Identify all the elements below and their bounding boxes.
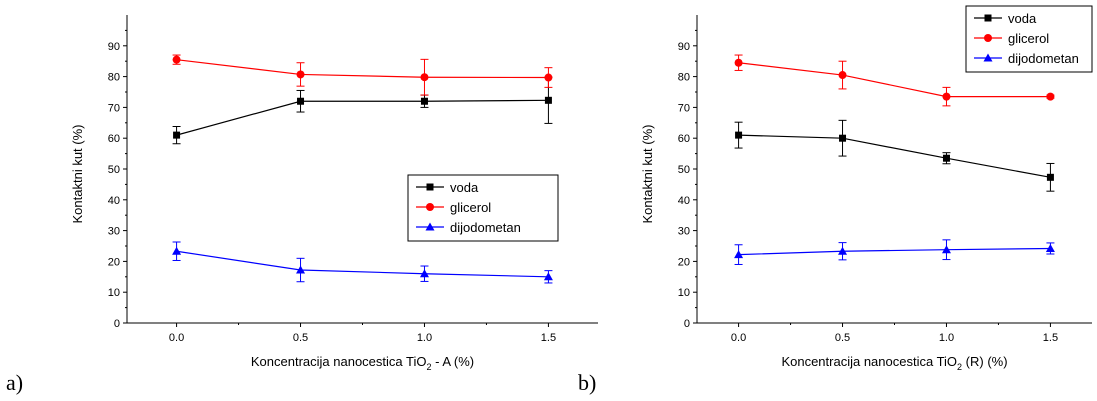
y-tick-label: 20: [108, 256, 120, 268]
series-voda: [734, 119, 1055, 192]
data-point-glicerol: [544, 73, 553, 82]
legend-label-voda: voda: [1008, 11, 1037, 26]
data-point-dijodometan: [941, 245, 951, 254]
y-tick-label: 50: [678, 164, 690, 176]
data-point-dijodometan: [296, 265, 306, 274]
y-axis-title: Kontaktni kut (%): [70, 125, 85, 224]
series-line-glicerol: [738, 62, 1051, 98]
y-tick-label: 40: [678, 195, 690, 207]
x-axis-title-suffix: - A (%): [432, 354, 475, 369]
data-point-voda: [839, 134, 847, 142]
legend-marker-dijodometan: [983, 53, 993, 62]
data-point-voda: [1046, 173, 1054, 181]
x-tick-label: 0.5: [835, 332, 850, 344]
y-tick-label: 60: [678, 133, 690, 145]
legend-marker-voda: [984, 14, 992, 22]
series-line-glicerol: [176, 59, 549, 79]
data-point-voda: [297, 97, 305, 105]
x-axis-title-subscript: 2: [957, 362, 962, 372]
x-tick-label: 1.0: [939, 332, 954, 344]
y-tick-label: 90: [678, 41, 690, 53]
data-point-dijodometan: [734, 250, 744, 259]
y-tick-label: 50: [108, 164, 120, 176]
series-dijodometan: [172, 241, 553, 284]
x-tick-label: 1.5: [1043, 332, 1058, 344]
x-tick-label: 0.0: [731, 332, 746, 344]
legend: voda glicerol dijodometan: [965, 5, 1093, 73]
x-tick-label: 0.5: [293, 332, 308, 344]
legend-marker-voda: [426, 183, 434, 191]
y-tick-label: 10: [108, 287, 120, 299]
data-point-dijodometan: [1045, 243, 1055, 252]
data-point-voda: [735, 131, 743, 139]
y-tick-label: 30: [678, 226, 690, 238]
data-point-glicerol: [838, 71, 847, 80]
series-line-dijodometan: [738, 247, 1051, 256]
data-point-voda: [544, 96, 552, 104]
x-axis-title: Koncentracija nanocestica TiO2 (R) (%): [781, 354, 1007, 372]
y-axis-title: Kontaktni kut (%): [640, 125, 655, 224]
data-point-glicerol: [296, 70, 305, 79]
legend-label-dijodometan: dijodometan: [1008, 51, 1079, 66]
x-axis-title-subscript: 2: [426, 362, 431, 372]
data-point-dijodometan: [172, 246, 182, 255]
panel-label-a: a): [6, 370, 24, 395]
y-tick-label: 90: [108, 41, 120, 53]
y-tick-label: 80: [108, 72, 120, 84]
x-axis-title-main: Koncentracija nanocestica TiO: [781, 354, 957, 369]
data-point-glicerol: [734, 58, 743, 67]
data-point-voda: [942, 154, 950, 162]
data-point-dijodometan: [543, 272, 553, 281]
y-tick-label: 30: [108, 226, 120, 238]
x-axis-title-suffix: (R) (%): [962, 354, 1008, 369]
legend-marker-glicerol: [426, 203, 434, 211]
series-line-voda: [738, 134, 1051, 178]
x-tick-label: 1.0: [417, 332, 432, 344]
legend-label-glicerol: glicerol: [1008, 31, 1049, 46]
legend-label-glicerol: glicerol: [450, 200, 491, 215]
y-tick-label: 40: [108, 195, 120, 207]
data-point-dijodometan: [838, 246, 848, 255]
y-tick-label: 70: [678, 102, 690, 114]
panel-label-b: b): [578, 370, 597, 395]
data-point-glicerol: [1046, 92, 1055, 101]
data-point-voda: [420, 97, 428, 105]
y-tick-label: 80: [678, 72, 690, 84]
x-axis-title-main: Koncentracija nanocestica TiO: [251, 354, 427, 369]
series-dijodometan: [734, 239, 1055, 265]
x-tick-label: 0.0: [169, 332, 184, 344]
y-tick-label: 0: [684, 318, 690, 330]
y-tick-label: 10: [678, 287, 690, 299]
chart-a: 0 10 20 30 40 50 60 70 80 90 0.0 0.5 1.0 1.5 Kontaktni…: [70, 15, 598, 372]
data-point-voda: [173, 131, 181, 139]
legend: voda glicerol dijodometan: [407, 174, 559, 242]
data-point-glicerol: [942, 92, 951, 101]
y-tick-label: 60: [108, 133, 120, 145]
data-point-glicerol: [172, 55, 181, 64]
legend-marker-dijodometan: [425, 222, 435, 231]
y-tick-label: 20: [678, 256, 690, 268]
y-tick-label: 70: [108, 102, 120, 114]
series-line-voda: [176, 99, 549, 136]
series-glicerol: [734, 54, 1055, 107]
series-voda: [172, 76, 553, 145]
series-glicerol: [172, 54, 553, 96]
x-axis-title: Koncentracija nanocestica TiO2 - A (%): [251, 354, 474, 372]
data-point-dijodometan: [419, 269, 429, 278]
data-point-glicerol: [420, 73, 429, 82]
y-tick-label: 0: [114, 318, 120, 330]
chart-b: 0 10 20 30 40 50 60 70 80 90 0.0 0.5 1.0 1.5 Kontaktni…: [640, 5, 1093, 372]
legend-label-dijodometan: dijodometan: [450, 220, 521, 235]
x-tick-label: 1.5: [541, 332, 556, 344]
legend-label-voda: voda: [450, 180, 479, 195]
series-line-dijodometan: [176, 250, 549, 278]
legend-marker-glicerol: [984, 34, 992, 42]
